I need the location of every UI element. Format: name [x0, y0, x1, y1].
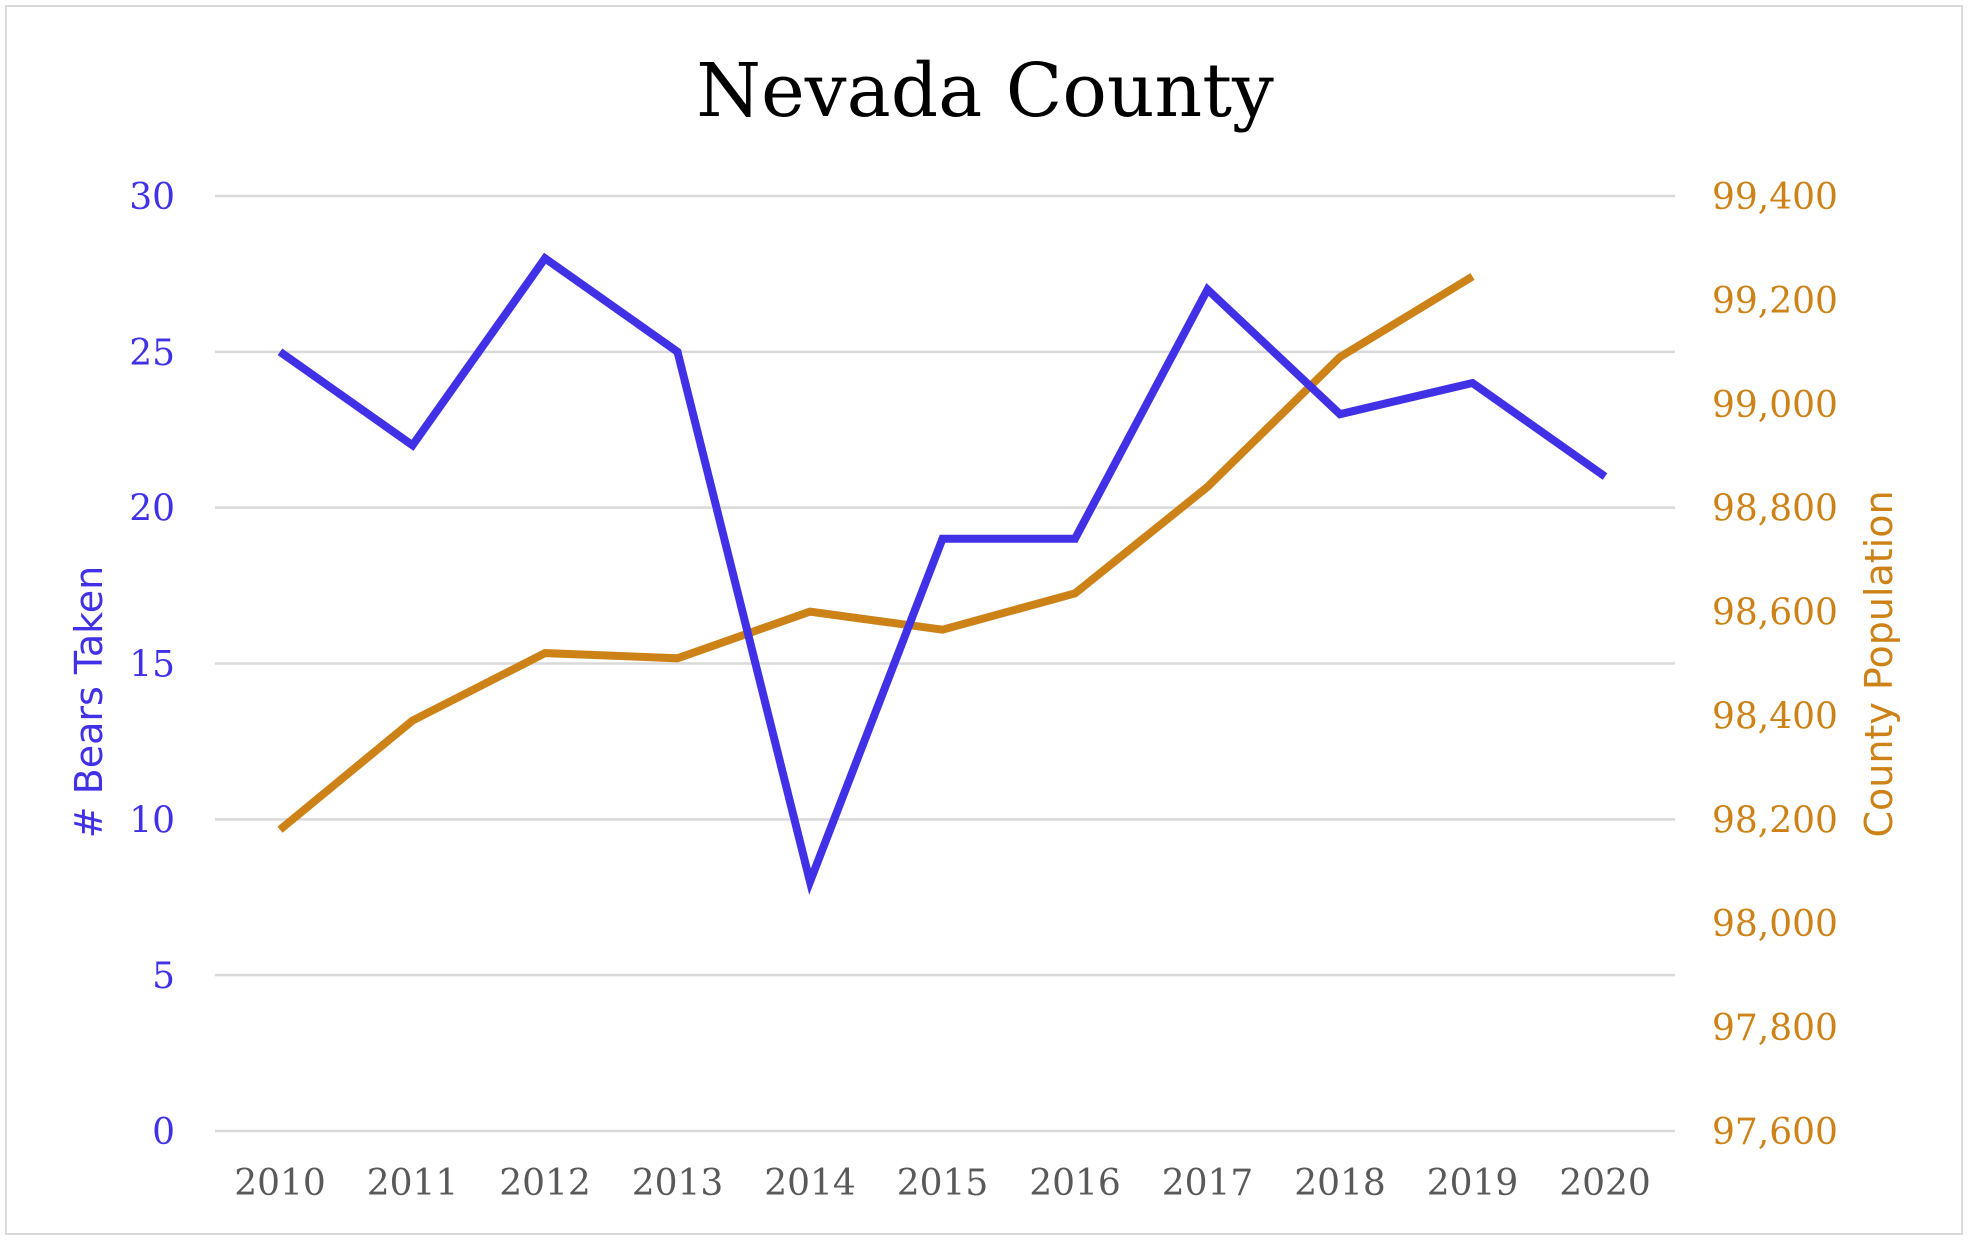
right-tick-label: 99,400 — [1712, 177, 1838, 218]
left-axis-ticks: 0 5 10 15 20 25 30 — [129, 177, 175, 1153]
x-tick-label: 2014 — [764, 1163, 856, 1204]
left-tick-label: 0 — [152, 1112, 175, 1153]
x-tick-label: 2017 — [1162, 1163, 1254, 1204]
gridlines — [215, 194, 1675, 1133]
right-tick-label: 99,000 — [1712, 385, 1838, 426]
right-tick-label: 98,800 — [1712, 489, 1838, 530]
left-tick-label: 5 — [152, 956, 175, 997]
left-tick-label: 10 — [129, 800, 175, 841]
x-tick-label: 2020 — [1559, 1163, 1651, 1204]
left-tick-label: 20 — [129, 489, 175, 530]
right-tick-label: 97,600 — [1712, 1112, 1838, 1153]
left-tick-label: 15 — [129, 645, 175, 686]
right-tick-label: 98,200 — [1712, 800, 1838, 841]
right-tick-label: 98,400 — [1712, 696, 1838, 737]
x-tick-label: 2019 — [1427, 1163, 1519, 1204]
right-axis-ticks: 97,600 97,800 98,000 98,200 98,400 98,600 98,8… — [1712, 177, 1838, 1153]
left-tick-label: 25 — [129, 333, 175, 374]
right-tick-label: 97,800 — [1712, 1008, 1838, 1049]
series-line-right-axis — [277, 273, 1475, 833]
x-tick-label: 2010 — [234, 1163, 326, 1204]
x-tick-label: 2013 — [632, 1163, 724, 1204]
right-axis-title: County Population — [1857, 490, 1901, 837]
right-tick-label: 98,600 — [1712, 593, 1838, 634]
chart-title: Nevada County — [696, 48, 1274, 134]
left-axis-title: # Bears Taken — [67, 566, 111, 838]
x-tick-label: 2018 — [1294, 1163, 1386, 1204]
x-tick-label: 2011 — [367, 1163, 459, 1204]
x-tick-label: 2016 — [1029, 1163, 1121, 1204]
left-tick-label: 30 — [129, 177, 175, 218]
series-layer — [277, 252, 1608, 895]
right-tick-label: 99,200 — [1712, 281, 1838, 322]
x-tick-label: 2012 — [499, 1163, 591, 1204]
x-axis-ticks: 2010 2011 2012 2013 2014 2015 2016 2017 2018 2019… — [234, 1163, 1651, 1204]
x-tick-label: 2015 — [897, 1163, 989, 1204]
right-tick-label: 98,000 — [1712, 904, 1838, 945]
